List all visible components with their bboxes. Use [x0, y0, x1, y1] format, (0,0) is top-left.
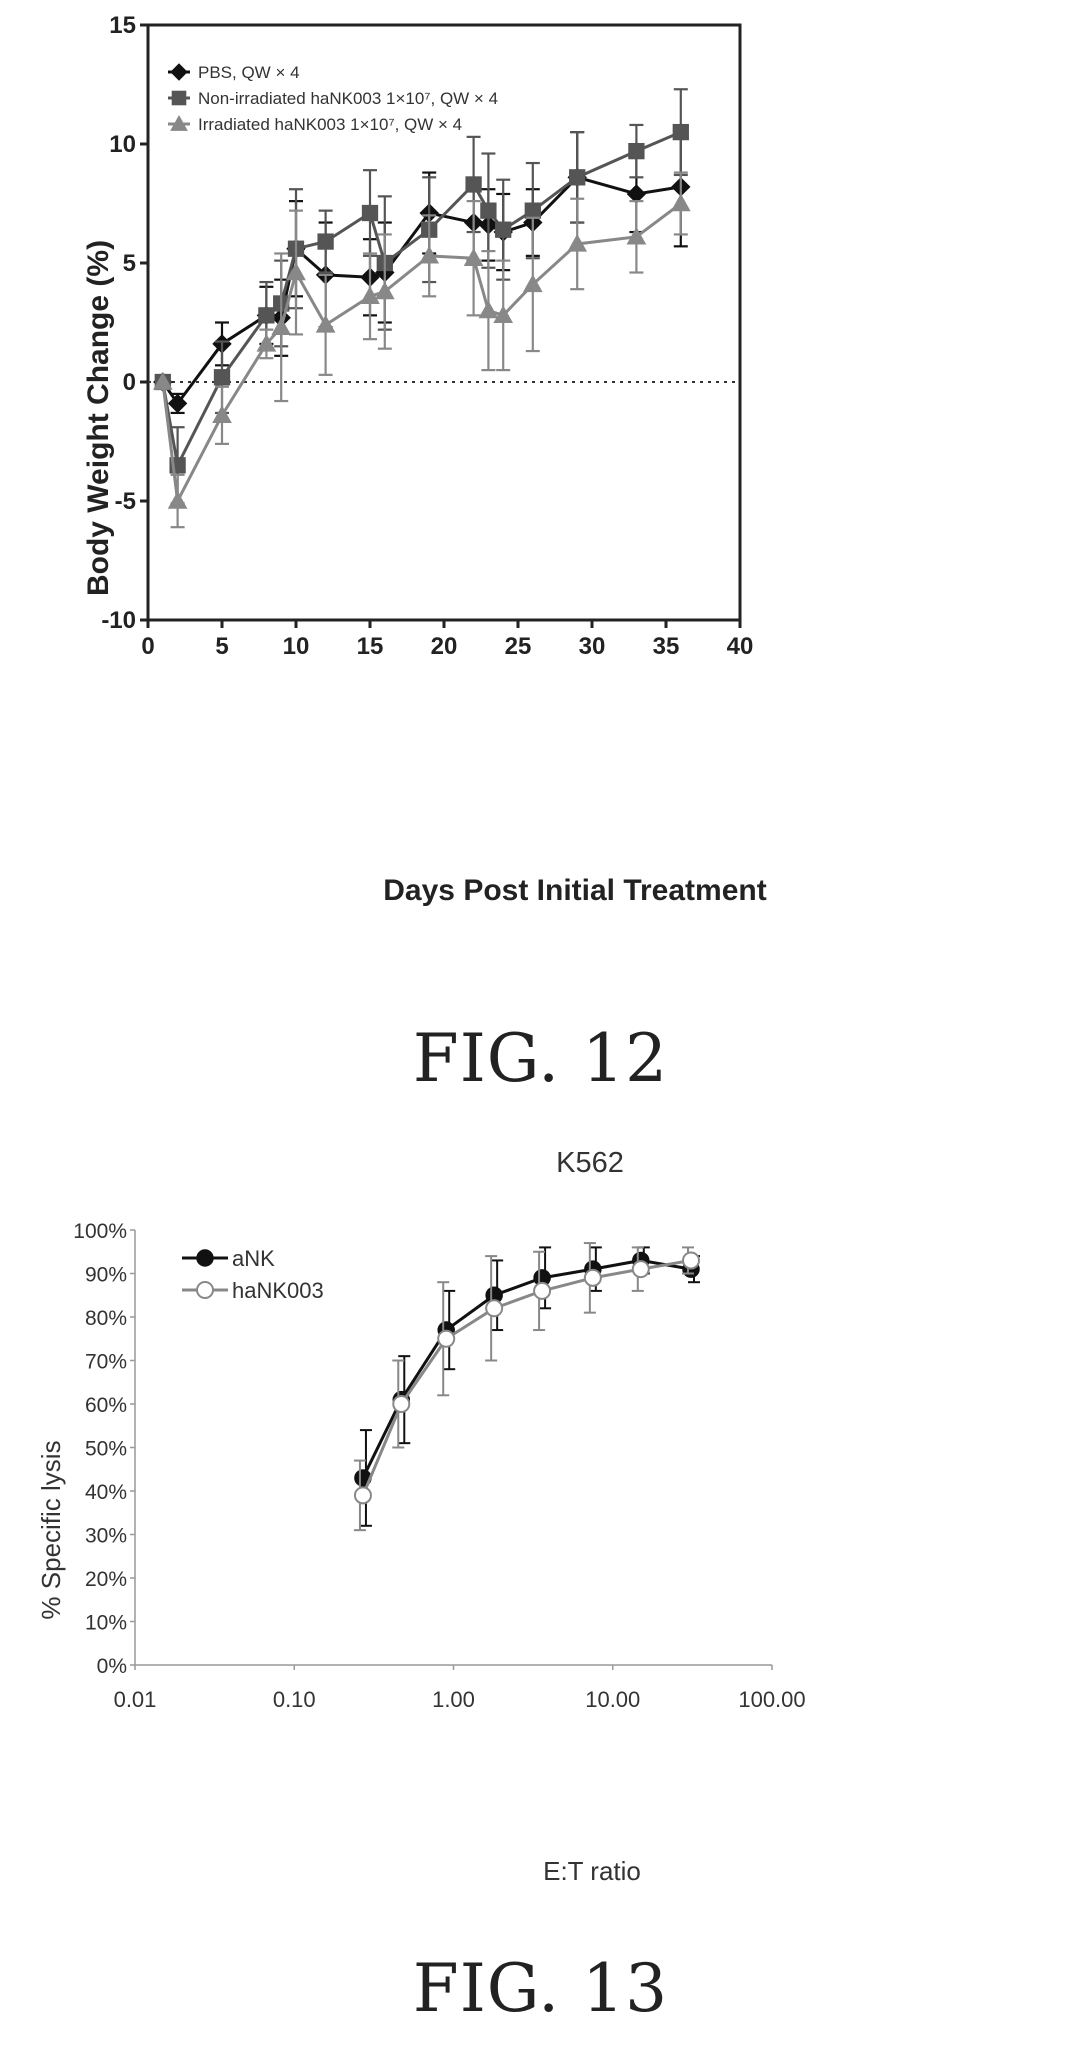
data-point [626, 226, 647, 245]
data-point [631, 1260, 650, 1279]
data-point [317, 233, 334, 250]
x-tick-label: 10 [283, 633, 310, 660]
data-point [286, 262, 306, 281]
x-tick-label: 1.00 [432, 1687, 475, 1712]
data-point [465, 176, 482, 193]
x-tick-label: 40 [727, 633, 754, 660]
legend-marker [170, 114, 188, 131]
legend-label: PBS, QW × 4 [198, 63, 300, 82]
y-tick-label: 10 [109, 131, 136, 158]
specific-lysis-chart: K562 0% 10% 20% 30% 40% 50% 60% 70% 80% 90% 100% 0.… [36, 1147, 806, 1886]
data-point [315, 314, 336, 333]
y-tick-label: 50% [85, 1438, 127, 1461]
x-axis-label: Days Post Initial Treatment [383, 874, 766, 907]
data-point [152, 371, 173, 390]
y-tick-label: -5 [115, 488, 136, 515]
x-tick-label: 0.01 [114, 1687, 157, 1712]
legend-label: aNK [232, 1246, 275, 1271]
figure-12-caption: FIG. 12 [412, 1020, 669, 1097]
legend-marker [170, 63, 188, 81]
data-point [361, 204, 379, 222]
series-1 [353, 1242, 700, 1532]
data-point [271, 317, 292, 335]
y-tick-label: 0% [97, 1655, 127, 1678]
data-point [256, 333, 277, 352]
legend-marker [171, 90, 187, 106]
data-point [212, 405, 232, 424]
data-point [569, 169, 586, 186]
y-tick-label: 20% [85, 1568, 127, 1591]
data-point [583, 1268, 602, 1287]
y-tick-label: 60% [85, 1394, 127, 1417]
series-2 [152, 171, 691, 529]
data-point [463, 248, 484, 266]
y-axis-label: % Specific lysis [36, 1440, 66, 1619]
y-axis-label: Body Weight Change (%) [82, 240, 115, 596]
y-tick-label: 10% [85, 1612, 127, 1635]
data-point [213, 369, 231, 386]
series-line [161, 130, 682, 470]
chart-title: K562 [556, 1147, 624, 1179]
series-line [361, 1258, 692, 1479]
data-point [533, 1281, 552, 1300]
series-1 [154, 88, 689, 505]
y-tick-label: 80% [85, 1307, 127, 1330]
y-tick-label: 0 [123, 369, 136, 396]
series-line [361, 1258, 692, 1496]
y-tick-label: 100% [73, 1220, 127, 1243]
data-point [258, 307, 275, 324]
data-point [374, 281, 395, 300]
data-point [167, 490, 188, 509]
legend-marker [196, 1281, 214, 1299]
x-tick-label: 20 [431, 633, 458, 660]
data-point [485, 1299, 504, 1318]
data-point [478, 300, 499, 319]
series-0 [153, 126, 691, 415]
x-tick-label: 35 [653, 633, 680, 660]
y-tick-label: -10 [101, 607, 136, 634]
x-tick-label: 100.00 [738, 1687, 805, 1712]
x-tick-label: 10.00 [585, 1687, 640, 1712]
x-tick-label: 0 [141, 633, 154, 660]
y-tick-label: 40% [85, 1481, 127, 1504]
x-tick-label: 30 [579, 633, 606, 660]
legend-marker [196, 1249, 214, 1267]
x-tick-label: 15 [357, 633, 384, 660]
data-point [167, 393, 188, 414]
data-point [681, 1251, 700, 1270]
data-point [567, 233, 588, 252]
data-point [670, 193, 691, 212]
data-point [524, 202, 541, 219]
legend-label: haNK003 [232, 1278, 324, 1303]
y-tick-label: 30% [85, 1525, 127, 1548]
y-tick-label: 90% [85, 1264, 127, 1287]
data-point [672, 123, 689, 141]
y-tick-label: 70% [85, 1351, 127, 1374]
legend-label: Non-irradiated haNK003 1×10⁷, QW × 4 [198, 89, 498, 108]
data-point [522, 274, 543, 293]
data-point [495, 221, 512, 238]
data-point [353, 1486, 372, 1505]
data-point [493, 305, 514, 324]
data-point [419, 245, 440, 264]
data-point [360, 286, 380, 305]
x-axis-label: E:T ratio [543, 1856, 641, 1886]
legend-label: Irradiated haNK003 1×10⁷, QW × 4 [198, 115, 462, 134]
x-tick-label: 25 [505, 633, 532, 660]
x-tick-label: 0.10 [273, 1687, 316, 1712]
data-point [437, 1329, 456, 1348]
y-tick-label: 15 [109, 12, 136, 39]
body-weight-chart: 0 5 10 15 20 25 30 35 40 -10 -5 0 5 10 15 PBS, QW × 4 N… [82, 12, 767, 907]
figure-13-caption: FIG. 13 [412, 1950, 669, 2027]
x-tick-label: 5 [215, 633, 228, 660]
y-tick-label: 5 [123, 250, 136, 277]
series-0 [354, 1246, 700, 1527]
data-point [628, 142, 645, 160]
data-point [480, 202, 497, 219]
data-point [392, 1395, 411, 1413]
